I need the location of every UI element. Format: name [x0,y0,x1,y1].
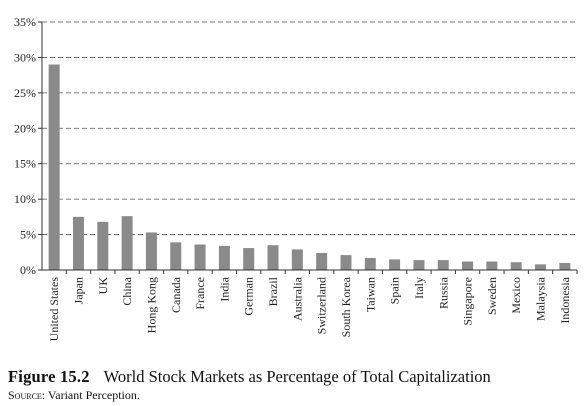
bars [48,64,571,270]
x-tick-label: Singapore [461,277,475,326]
source-label: Source: [8,388,46,402]
bar [72,216,84,270]
bar [267,245,279,270]
y-tick-label: 20% [14,121,36,135]
bar [48,64,60,270]
x-tick-label: China [120,276,134,305]
bar [413,260,425,270]
bar [291,249,303,270]
bar [535,264,547,270]
bar [145,232,157,270]
bar [316,252,328,270]
x-tick-label: Spain [388,277,402,304]
x-tick-label: Japan [71,277,85,304]
x-tick-label: UK [96,277,110,295]
bar [194,244,206,270]
bar [462,261,474,270]
x-tick-label: France [193,277,207,310]
gridlines [42,21,577,235]
figure-source: Source: Variant Perception. [8,388,140,403]
x-tick-label: Canada [169,276,183,313]
figure-title: World Stock Markets as Percentage of Tot… [103,367,491,386]
x-tick-label: Hong Kong [144,277,158,333]
figure-label: Figure 15.2 [8,367,90,386]
bar [340,255,352,270]
y-tick-label: 5% [20,228,36,242]
x-tick-label: Russia [436,276,450,309]
bar [121,216,133,270]
bar [243,248,255,270]
x-tick-label: India [217,276,231,301]
y-tick-labels: 0% 5% 10% 15% 20% 25% 30% 35% [14,15,36,277]
bar [437,260,449,270]
bar [218,245,230,270]
x-tick-label: German [242,277,256,316]
x-tick-label: Switzerland [315,277,329,334]
x-tick-label: Taiwan [363,277,377,312]
y-tick-label: 15% [14,157,36,171]
source-text: Variant Perception. [47,388,140,402]
bar [389,259,401,270]
bar [364,257,376,270]
x-tick-label: Australia [290,276,304,321]
bar [97,221,109,270]
bar [486,261,498,270]
x-tick-label: Brazil [266,276,280,306]
x-tick-label: Indonesia [558,276,572,323]
x-tick-label: Mexico [509,277,523,314]
y-tick-label: 25% [14,86,36,100]
x-tick-labels: United States Japan UK China Hong Kong Canada… [47,276,572,341]
x-tick-label: United States [47,277,61,342]
x-tick-label: South Korea [339,276,353,337]
bar [559,262,571,270]
x-tick-label: Sweden [485,277,499,315]
bar-chart: 0% 5% 10% 15% 20% 25% 30% 35% United States Japa… [14,15,578,341]
y-tick-label: 10% [14,192,36,206]
y-tick-label: 35% [14,15,36,29]
x-tick-label: Italy [412,277,426,299]
bar [510,262,522,270]
y-tick-label: 0% [20,263,36,277]
y-tick-label: 30% [14,50,36,64]
x-tick-label: Malaysia [534,276,548,321]
figure-caption: Figure 15.2 World Stock Markets as Percen… [8,367,491,387]
bar [170,242,182,270]
axes [38,21,578,274]
